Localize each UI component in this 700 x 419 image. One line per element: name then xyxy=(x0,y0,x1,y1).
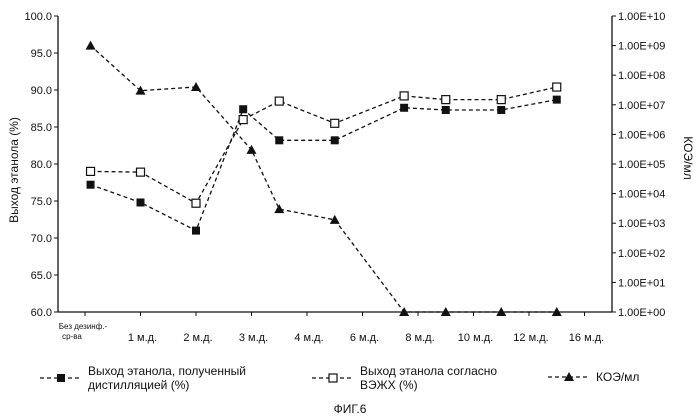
y2-tick-label: 1.00E+10 xyxy=(618,11,665,23)
filled-square-marker-icon xyxy=(40,374,82,382)
y-axis-ticks: 60.0 65.0 70.0 75.0 80.0 85.0 90.0 95.0 100.0 xyxy=(24,11,58,319)
chart-axes xyxy=(57,16,613,313)
data-point xyxy=(552,82,562,92)
y-tick-label: 60.0 xyxy=(31,307,52,319)
y-axis-title: Выход этанола (%) xyxy=(7,117,21,223)
x-tick-label: 10 м.д. xyxy=(458,332,493,344)
y2-tick-label: 1.00E+01 xyxy=(618,277,665,289)
y-tick-label: 70.0 xyxy=(31,233,52,245)
data-point xyxy=(275,136,284,145)
data-point xyxy=(329,214,340,224)
x-tick-label: Без дезинф.-ср-ва xyxy=(59,322,108,341)
data-point xyxy=(496,95,506,105)
y-tick-label: 85.0 xyxy=(31,122,52,134)
y2-tick-label: 1.00E+03 xyxy=(618,218,665,230)
chart: 60.0 65.0 70.0 75.0 80.0 85.0 90.0 95.0 100.0 1.… xyxy=(7,11,695,344)
y2-axis-title: КОЭ/мл xyxy=(681,136,695,179)
x-axis-ticks: Без дезинф.-ср-ва 1 м.д. 2 м.д. 3 м.д. 4 м.д… xyxy=(59,312,604,344)
data-point xyxy=(552,95,561,104)
data-point xyxy=(192,226,200,235)
y2-tick-label: 1.00E+00 xyxy=(618,307,665,319)
y2-tick-label: 1.00E+05 xyxy=(618,159,665,171)
data-point xyxy=(551,307,562,316)
x-tick-label: 16 м.д. xyxy=(569,332,604,344)
data-point xyxy=(85,166,96,176)
x-tick-label: 4 м.д. xyxy=(294,332,323,344)
data-point xyxy=(246,144,257,154)
data-point xyxy=(238,114,248,125)
legend-item-cfu: КОЭ/мл xyxy=(548,370,688,384)
data-point xyxy=(274,96,284,106)
y2-tick-label: 1.00E+09 xyxy=(618,41,665,53)
data-point xyxy=(330,118,340,128)
filled-triangle-marker-icon xyxy=(548,372,590,381)
legend: Выход этанола, полученный дистилляцией (… xyxy=(0,360,700,396)
data-point xyxy=(497,105,506,114)
data-point xyxy=(85,40,96,50)
y2-tick-label: 1.00E+04 xyxy=(618,189,665,201)
y-tick-label: 100.0 xyxy=(24,11,52,23)
series-line xyxy=(90,86,557,205)
y2-axis-ticks: 1.00E+00 1.00E+01 1.00E+02 1.00E+03 1.00E+04… xyxy=(612,11,665,319)
series-line xyxy=(90,45,557,313)
data-point xyxy=(400,103,409,112)
y2-tick-label: 1.00E+07 xyxy=(618,100,665,112)
x-tick-label: 3 м.д. xyxy=(239,332,268,344)
data-point xyxy=(86,180,95,189)
x-tick-label: 12 м.д. xyxy=(513,332,548,344)
data-point xyxy=(239,105,248,114)
data-point xyxy=(191,81,201,91)
data-point xyxy=(274,204,285,214)
y-tick-label: 90.0 xyxy=(31,85,52,97)
y-tick-label: 65.0 xyxy=(31,270,52,282)
data-point xyxy=(440,307,451,316)
data-point xyxy=(496,307,507,316)
legend-label: КОЭ/мл xyxy=(596,370,640,384)
data-point xyxy=(441,95,451,105)
data-point xyxy=(399,91,409,101)
legend-item-hplc: Выход этанола согласно ВЭЖХ (%) xyxy=(312,364,542,392)
data-point xyxy=(441,105,450,114)
legend-label: Выход этанола согласно ВЭЖХ (%) xyxy=(360,364,498,392)
series-group xyxy=(85,40,562,316)
y-tick-label: 80.0 xyxy=(31,159,52,171)
y-tick-label: 95.0 xyxy=(31,48,52,60)
data-point xyxy=(135,167,146,177)
data-point xyxy=(191,198,201,208)
y-tick-label: 75.0 xyxy=(31,196,52,208)
data-point xyxy=(330,136,339,145)
x-tick-label: 2 м.д. xyxy=(183,332,212,344)
x-tick-label: 8 м.д. xyxy=(405,332,434,344)
data-point xyxy=(399,307,410,316)
figure-label: ФИГ.6 xyxy=(333,402,367,416)
x-tick-label: 1 м.д. xyxy=(128,332,157,344)
data-point xyxy=(136,198,145,207)
legend-label: Выход этанола, полученный дистилляцией (… xyxy=(88,364,246,392)
y2-tick-label: 1.00E+02 xyxy=(618,248,665,260)
data-point xyxy=(135,85,146,95)
series-line xyxy=(90,98,557,232)
x-tick-label: 6 м.д. xyxy=(350,332,379,344)
open-square-marker-icon xyxy=(312,373,354,383)
y2-tick-label: 1.00E+08 xyxy=(618,70,665,82)
y2-tick-label: 1.00E+06 xyxy=(618,129,665,141)
legend-item-distillation: Выход этанола, полученный дистилляцией (… xyxy=(40,364,310,392)
